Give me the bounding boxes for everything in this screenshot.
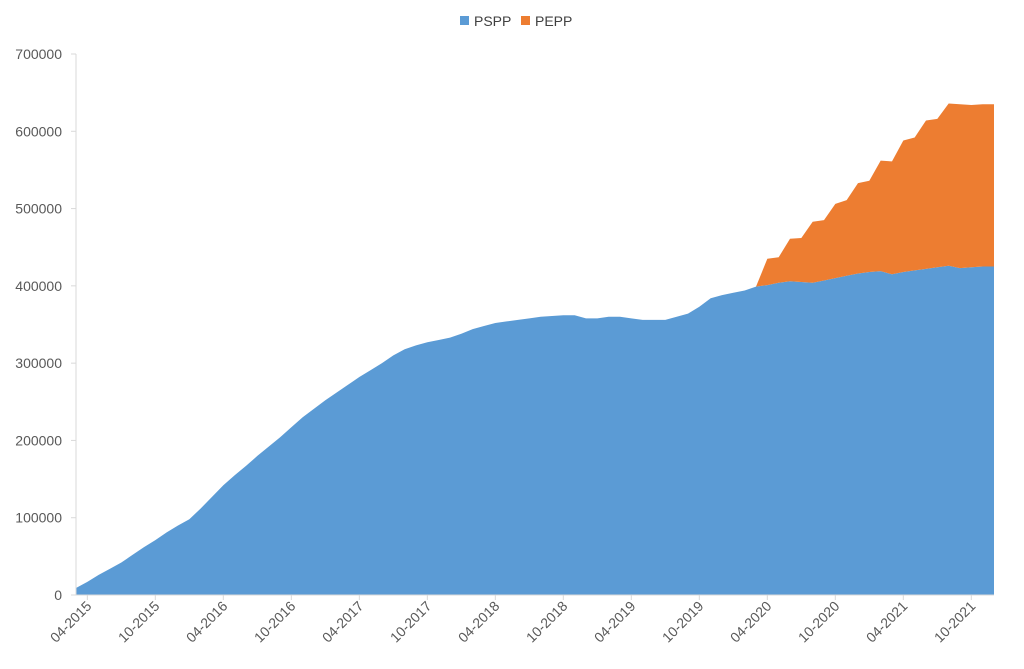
x-tick-label: 04-2015 (47, 598, 95, 646)
x-tick-label: 10-2016 (251, 598, 299, 646)
x-tick-label: 04-2018 (455, 598, 503, 646)
x-tick-label: 04-2016 (183, 598, 231, 646)
axes (75, 54, 994, 596)
y-axis-ticks: 0 100000 200000 300000 400000 500000 600000 700… (15, 46, 76, 603)
area-pspp (76, 265, 994, 595)
y-tick-label: 400000 (15, 278, 62, 294)
legend-swatch-pepp (521, 16, 530, 25)
area-pepp (76, 103, 994, 589)
x-tick-label: 04-2021 (863, 598, 911, 646)
y-tick-label: 700000 (15, 46, 62, 62)
x-tick-label: 10-2020 (795, 598, 843, 646)
x-tick-label: 10-2015 (115, 598, 163, 646)
y-tick-label: 300000 (15, 355, 62, 371)
legend-swatch-pspp (460, 16, 469, 25)
x-tick-label: 04-2019 (591, 598, 639, 646)
legend-label-pspp: PSPP (474, 13, 511, 29)
legend: PSPP PEPP (460, 13, 572, 29)
y-tick-label: 200000 (15, 432, 62, 448)
x-tick-label: 10-2021 (931, 598, 979, 646)
x-tick-label: 10-2019 (659, 598, 707, 646)
legend-label-pepp: PEPP (535, 13, 572, 29)
x-tick-label: 04-2020 (727, 598, 775, 646)
y-tick-label: 500000 (15, 201, 62, 217)
y-tick-label: 600000 (15, 123, 62, 139)
x-axis-ticks: 04-2015 10-2015 04-2016 10-2016 04-2017 10-20… (47, 595, 979, 645)
y-tick-label: 0 (54, 587, 62, 603)
plot-areas (76, 103, 994, 595)
x-tick-label: 10-2018 (523, 598, 571, 646)
x-tick-label: 10-2017 (387, 598, 435, 646)
x-tick-label: 04-2017 (319, 598, 367, 646)
y-tick-label: 100000 (15, 510, 62, 526)
